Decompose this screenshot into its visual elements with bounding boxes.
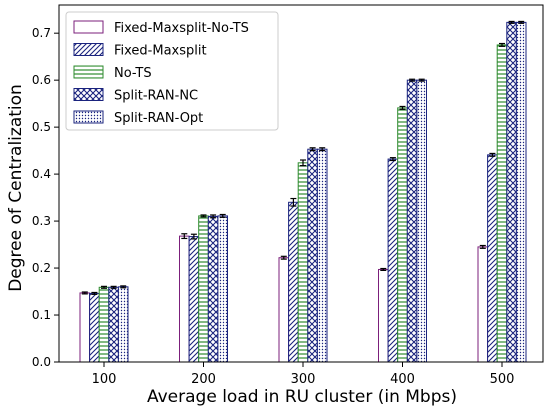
- y-tick-label: 0.3: [32, 214, 51, 228]
- x-axis-label: Average load in RU cluster (in Mbps): [147, 387, 457, 407]
- bar-fixed-maxsplit-no-ts-100: [79, 292, 91, 363]
- legend-box: [65, 11, 279, 131]
- bar-split-ran-nc-400: [406, 79, 418, 363]
- x-tick-label: 400: [390, 372, 415, 387]
- legend-label: Split-RAN-Opt: [114, 111, 203, 126]
- bar-split-ran-opt-300: [316, 148, 328, 363]
- legend: Fixed-Maxsplit-No-TS Fixed-Maxsplit No-TS S…: [65, 11, 279, 131]
- bar-fixed-maxsplit-500: [487, 154, 498, 363]
- bar-no-ts-100: [98, 286, 110, 363]
- bar-split-ran-nc-300: [307, 148, 318, 363]
- x-tick-label: 500: [490, 372, 515, 387]
- y-tick-label: 0.5: [32, 120, 51, 134]
- y-tick-label: 0.6: [32, 73, 51, 87]
- y-tick-label: 0.7: [32, 26, 51, 40]
- legend-swatch-no-ts: [73, 65, 104, 79]
- bar-fixed-maxsplit-100: [89, 292, 100, 363]
- bar-fixed-maxsplit-300: [288, 201, 299, 363]
- bar-split-ran-nc-100: [108, 286, 119, 363]
- x-tick-label: 200: [191, 372, 216, 387]
- bar-split-ran-opt-200: [217, 215, 228, 363]
- bar-no-ts-500: [496, 44, 508, 363]
- bar-split-ran-opt-100: [117, 286, 129, 363]
- x-tick-label: 100: [92, 372, 117, 387]
- bar-fixed-maxsplit-no-ts-200: [179, 235, 190, 363]
- legend-label: Fixed-Maxsplit: [114, 44, 207, 59]
- y-tick-label: 0.0: [32, 355, 51, 369]
- bar-split-ran-opt-500: [515, 21, 527, 363]
- bar-no-ts-400: [397, 107, 408, 363]
- y-tick-label: 0.1: [32, 308, 51, 322]
- legend-swatch-fixed-maxsplit-no-ts: [73, 20, 104, 34]
- x-tick-label: 300: [291, 372, 316, 387]
- legend-label: Split-RAN-NC: [114, 89, 198, 104]
- bar-split-ran-opt-400: [416, 79, 427, 363]
- axes-layer: 0.0 0.1 0.2 0.3 0.4 0.5 0.6 0.7 100 200 300 400 500: [32, 4, 544, 387]
- y-tick-label: 0.2: [32, 261, 51, 275]
- y-tick-label: 0.4: [32, 167, 51, 181]
- bar-fixed-maxsplit-no-ts-500: [477, 246, 489, 363]
- bar-fixed-maxsplit-400: [387, 158, 399, 363]
- plot-frame: [58, 4, 544, 363]
- legend-label: No-TS: [114, 66, 152, 81]
- bar-fixed-maxsplit-200: [188, 236, 200, 363]
- legend-swatch-split-ran-nc: [73, 88, 104, 101]
- legend-swatch-fixed-maxsplit: [73, 43, 104, 56]
- bar-split-ran-nc-200: [207, 215, 219, 363]
- bar-fixed-maxsplit-no-ts-400: [378, 268, 389, 363]
- bar-fixed-maxsplit-no-ts-300: [278, 257, 290, 363]
- legend-swatch-split-ran-opt: [73, 110, 104, 124]
- bars-layer: [79, 20, 527, 363]
- bar-split-ran-nc-500: [506, 21, 517, 363]
- bar-no-ts-200: [198, 215, 209, 363]
- y-axis-label: Degree of Centralization: [6, 84, 26, 292]
- bar-no-ts-300: [297, 162, 309, 363]
- legend-label: Fixed-Maxsplit-No-TS: [114, 21, 249, 36]
